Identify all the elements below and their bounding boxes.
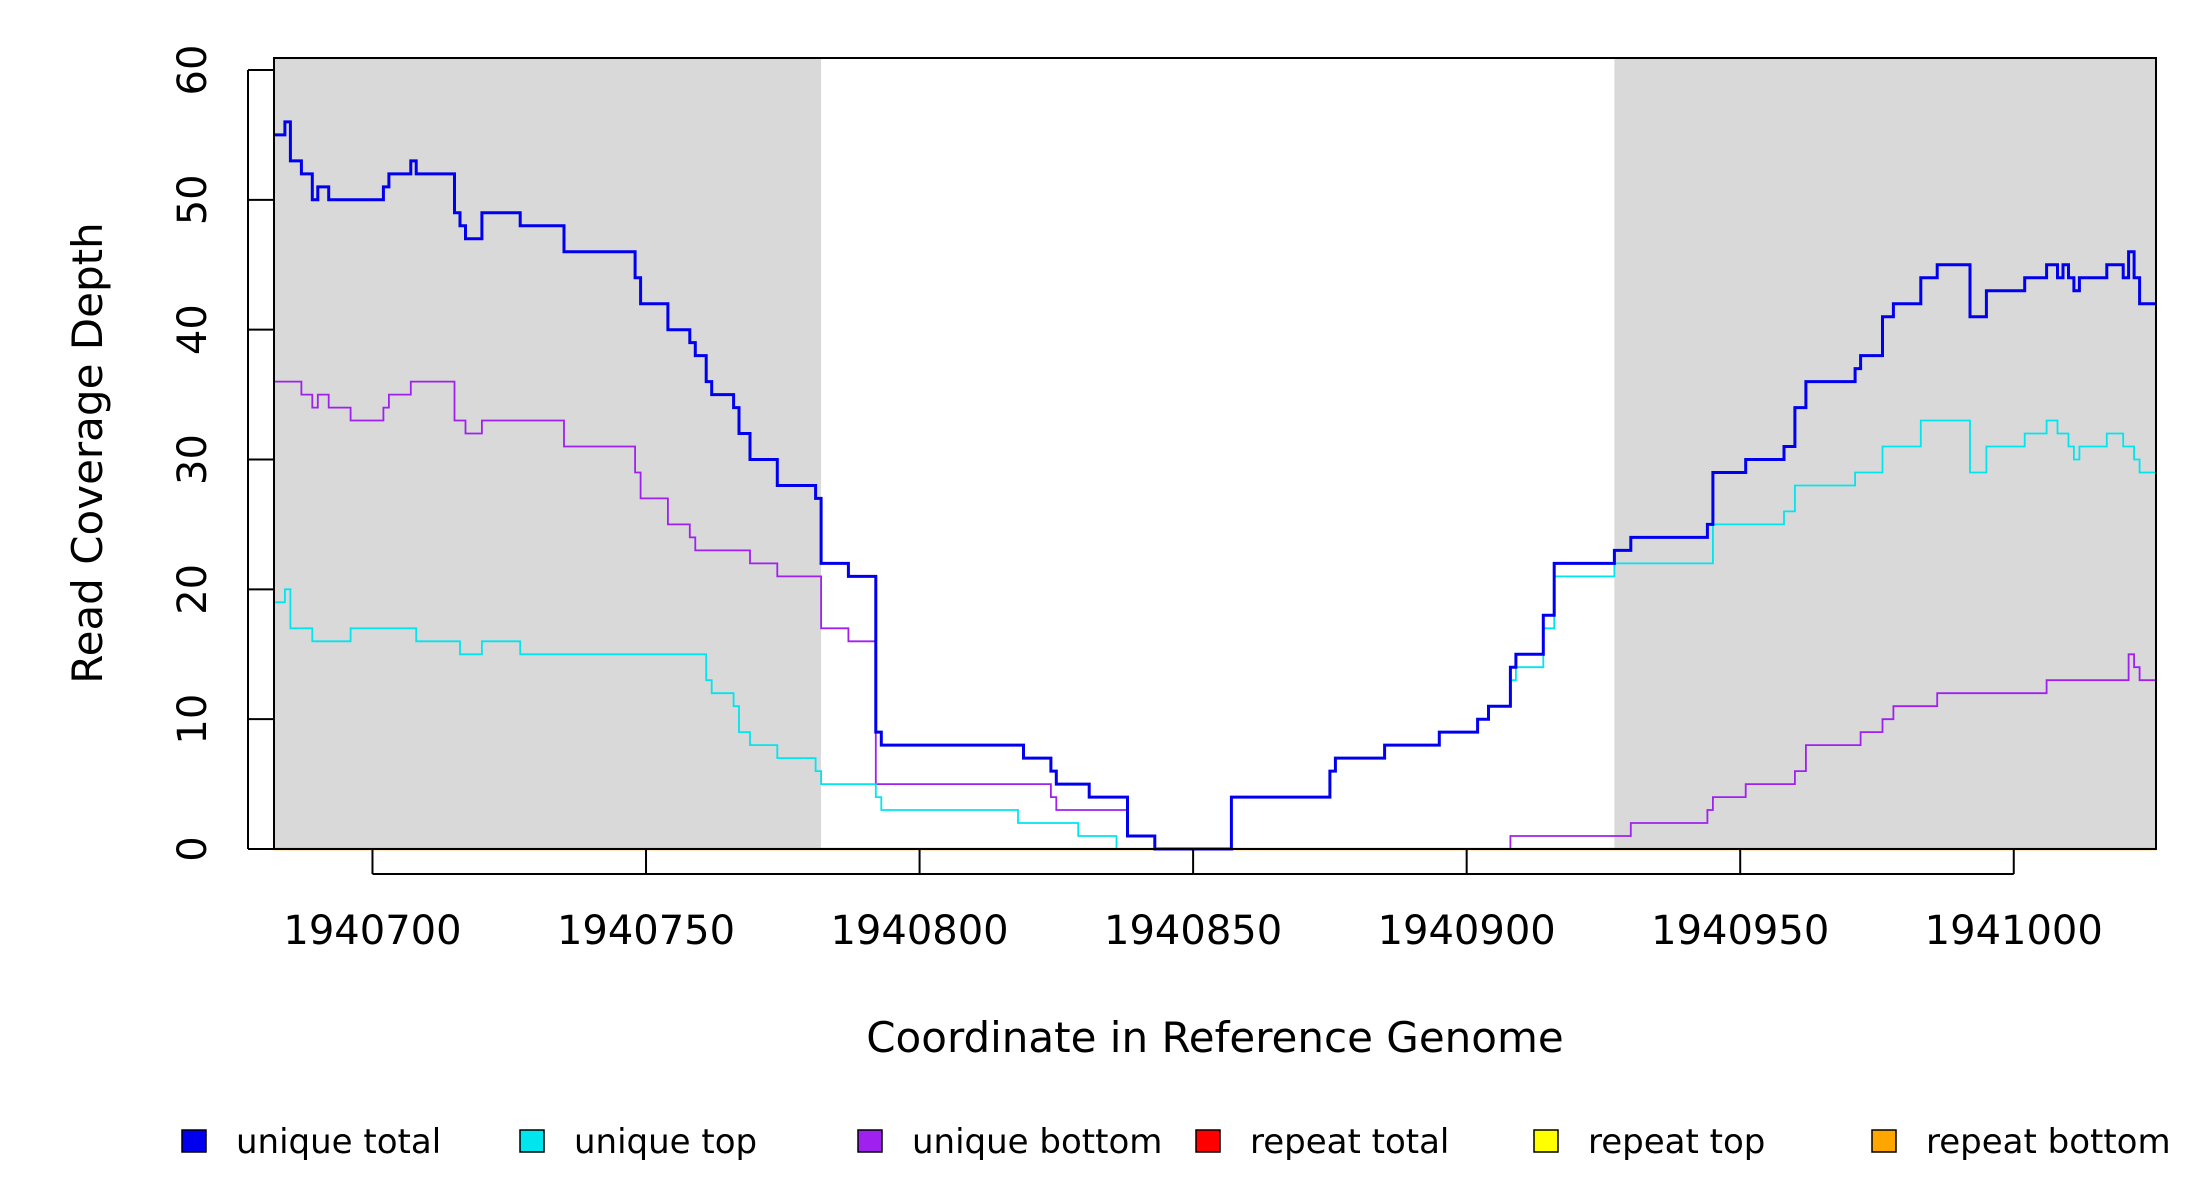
shaded-regions	[274, 58, 2156, 849]
legend: unique total unique top unique bottom repea…	[181, 1122, 2171, 1162]
x-axis-label: Coordinate in Reference Genome	[866, 1013, 1564, 1062]
x-tick-label: 1940950	[1651, 908, 1829, 954]
y-axis: 0 10 20 30 40 50 60	[170, 45, 274, 862]
legend-item-repeat-total: repeat total	[1195, 1122, 1449, 1162]
legend-swatch	[857, 1129, 883, 1153]
legend-swatch	[1533, 1129, 1559, 1153]
x-axis: 1940700 1940750 1940800 1940850 1940900 19409…	[283, 849, 2103, 954]
plot-frame	[273, 57, 2157, 850]
series-line-unique-total	[274, 120, 2156, 851]
legend-label: unique bottom	[912, 1122, 1162, 1162]
y-tick-label: 20	[170, 564, 216, 615]
x-tick-label: 1940700	[283, 908, 461, 954]
shaded-region-1	[274, 58, 822, 849]
legend-item-unique-top: unique top	[519, 1122, 757, 1162]
legend-item-unique-bottom: unique bottom	[857, 1122, 1162, 1162]
legend-swatch	[519, 1129, 545, 1153]
x-tick-label: 1940800	[830, 908, 1008, 954]
y-tick-label: 50	[170, 174, 216, 225]
legend-item-repeat-bottom: repeat bottom	[1871, 1122, 2171, 1162]
y-tick-label: 60	[170, 45, 216, 96]
x-tick-label: 1940900	[1378, 908, 1556, 954]
y-tick-label: 0	[170, 836, 216, 861]
legend-label: repeat top	[1588, 1122, 1765, 1162]
legend-label: repeat bottom	[1926, 1122, 2171, 1162]
y-tick-label: 30	[170, 434, 216, 485]
legend-item-unique-total: unique total	[181, 1122, 441, 1162]
legend-label: unique top	[574, 1122, 757, 1162]
legend-item-repeat-top: repeat top	[1533, 1122, 1765, 1162]
legend-swatch	[1871, 1129, 1897, 1153]
y-tick-label: 10	[170, 694, 216, 745]
y-tick-label: 40	[170, 304, 216, 355]
x-tick-label: 1940850	[1104, 908, 1282, 954]
legend-swatch	[181, 1129, 207, 1153]
x-tick-label: 1941000	[1925, 908, 2103, 954]
y-axis-label: Read Coverage Depth	[63, 222, 112, 683]
series-line-unique-bottom	[274, 380, 2156, 850]
legend-label: repeat total	[1250, 1122, 1449, 1162]
legend-label: unique total	[236, 1122, 441, 1162]
x-tick-label: 1940750	[557, 908, 735, 954]
shaded-region-2	[1614, 58, 2156, 849]
legend-swatch	[1195, 1129, 1221, 1153]
